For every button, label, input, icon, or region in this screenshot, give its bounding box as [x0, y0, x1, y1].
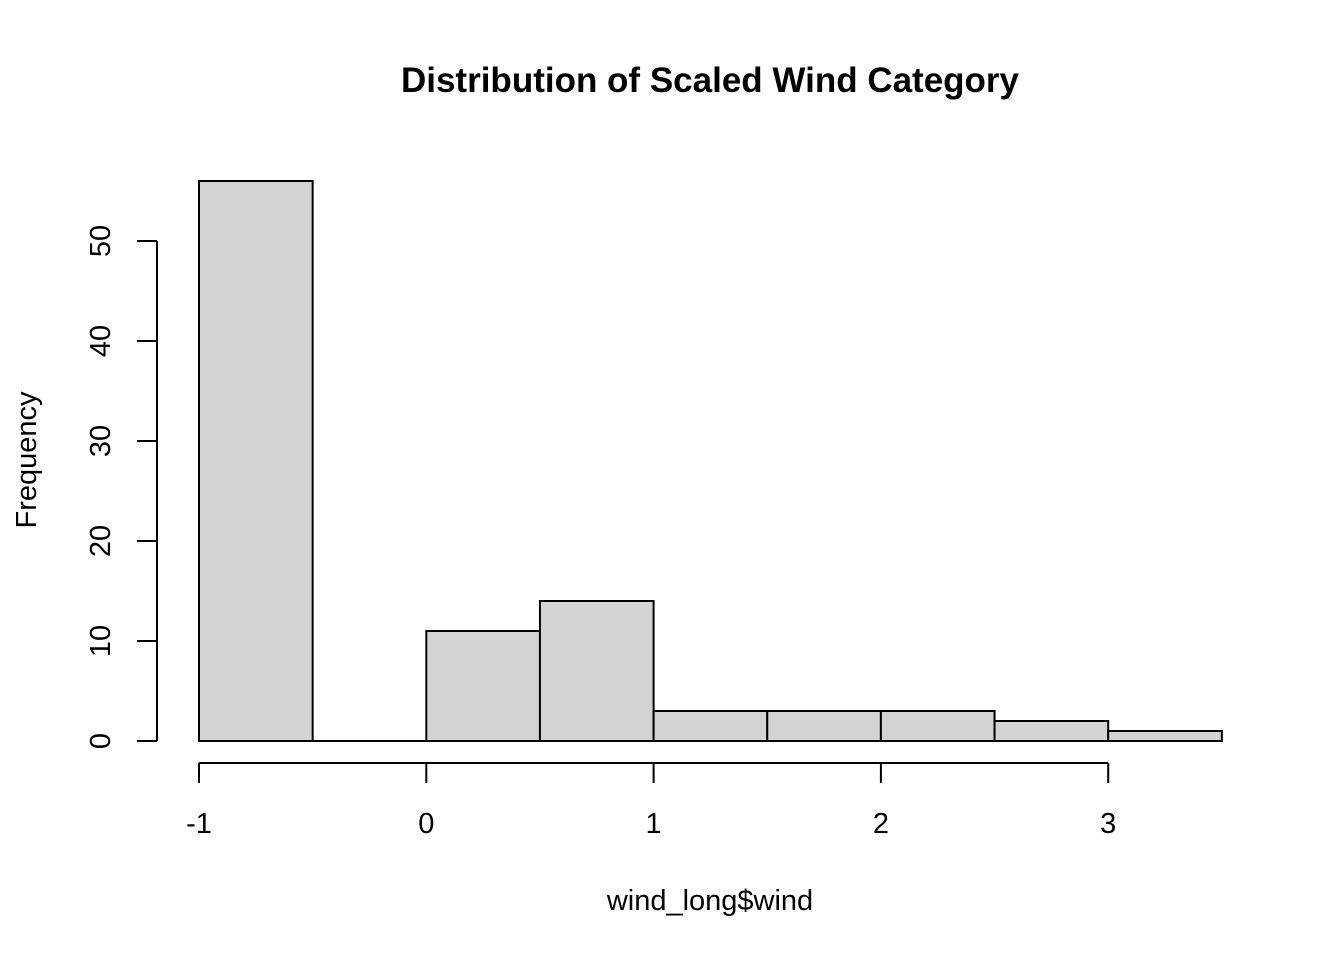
histogram-bar-3	[538, 600, 655, 742]
y-tick-label: 0	[85, 733, 117, 749]
y-tick-label: 30	[85, 425, 117, 457]
histogram-bar-7	[993, 720, 1110, 742]
histogram-bar-6	[879, 710, 996, 742]
x-axis: -1 0 1 2 3	[186, 762, 1116, 840]
x-tick-label: 0	[418, 808, 434, 840]
chart-title: Distribution of Scaled Wind Category	[401, 61, 1020, 100]
y-tick-label: 20	[85, 525, 117, 557]
histogram-bar-0	[198, 180, 314, 742]
y-axis: 0 10 20 30 40 50	[85, 225, 158, 749]
histogram-bar-5	[766, 710, 882, 742]
x-axis-label: wind_long$wind	[606, 885, 813, 917]
x-tick-label: 1	[646, 808, 662, 840]
histogram-bar-4	[652, 710, 769, 742]
x-tick-label: 3	[1100, 808, 1116, 840]
x-tick-label: 2	[873, 808, 889, 840]
y-tick-label: 50	[85, 225, 117, 257]
bars-group	[198, 180, 1223, 742]
y-tick-label: 40	[85, 325, 117, 357]
y-tick-label: 10	[85, 625, 117, 657]
y-axis-label: Frequency	[11, 391, 43, 529]
histogram-bar-2	[425, 630, 541, 742]
histogram-bar-8	[1107, 730, 1223, 742]
x-tick-label: -1	[186, 808, 212, 840]
